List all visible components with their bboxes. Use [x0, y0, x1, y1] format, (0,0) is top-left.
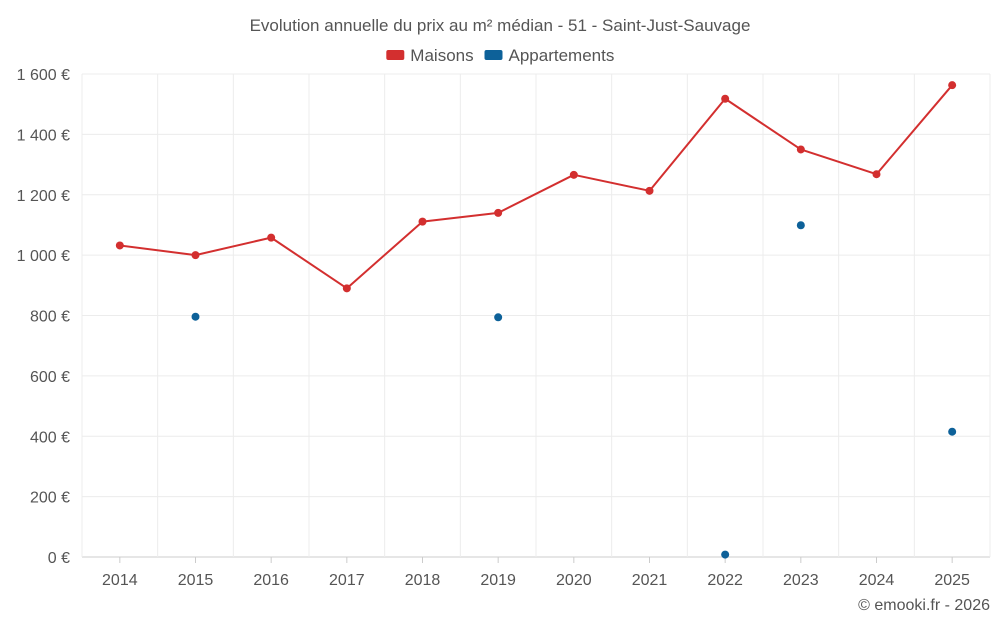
legend-label: Maisons — [410, 46, 473, 65]
legend-swatch — [484, 50, 503, 60]
legend-item-appartements[interactable]: Appartements — [484, 46, 615, 65]
data-point-maisons[interactable] — [115, 241, 124, 250]
data-point-maisons[interactable] — [872, 170, 881, 179]
y-tick-label: 1 000 € — [17, 248, 70, 265]
x-tick-label: 2018 — [405, 572, 441, 589]
y-axis: 0 € 200 € 400 € 600 € 800 € 1 000 € 1 200 € 1 4… — [17, 67, 70, 567]
data-point-maisons[interactable] — [569, 170, 578, 179]
x-tick-label: 2025 — [934, 572, 970, 589]
legend-swatch — [386, 50, 405, 60]
x-tick-label: 2017 — [329, 572, 365, 589]
credit-text: © emooki.fr - 2026 — [858, 597, 990, 614]
data-point-maisons[interactable] — [191, 251, 200, 260]
data-point-maisons[interactable] — [494, 208, 503, 217]
data-point-appartements[interactable] — [721, 550, 730, 559]
data-point-appartements[interactable] — [191, 312, 200, 321]
y-tick-label: 400 € — [30, 429, 70, 446]
legend: Maisons Appartements — [386, 46, 614, 65]
legend-label: Appartements — [509, 46, 615, 65]
series-line-maisons — [119, 84, 953, 290]
data-point-maisons[interactable] — [267, 233, 276, 242]
data-point-maisons[interactable] — [948, 81, 957, 90]
y-tick-label: 0 € — [48, 550, 70, 567]
x-tick-label: 2024 — [859, 572, 895, 589]
legend-item-maisons[interactable]: Maisons — [386, 46, 474, 65]
data-point-maisons[interactable] — [796, 145, 805, 154]
x-tick-label: 2020 — [556, 572, 592, 589]
y-tick-label: 600 € — [30, 369, 70, 386]
grid — [81, 73, 991, 558]
x-axis: 2014 2015 2016 2017 2018 2019 2020 2021 2022 2023… — [102, 557, 970, 589]
chart-title: Evolution annuelle du prix au m² médian … — [250, 16, 751, 35]
series-layer — [115, 81, 957, 559]
x-tick-label: 2014 — [102, 572, 138, 589]
data-point-appartements[interactable] — [494, 313, 503, 322]
y-tick-label: 1 600 € — [17, 67, 70, 84]
x-tick-label: 2023 — [783, 572, 819, 589]
data-point-appartements[interactable] — [948, 427, 957, 436]
y-tick-label: 1 400 € — [17, 127, 70, 144]
data-point-maisons[interactable] — [418, 217, 427, 226]
data-point-maisons[interactable] — [342, 284, 351, 293]
x-tick-label: 2021 — [632, 572, 668, 589]
data-point-appartements[interactable] — [796, 221, 805, 230]
data-point-maisons[interactable] — [645, 186, 654, 195]
y-tick-label: 200 € — [30, 490, 70, 507]
x-tick-label: 2016 — [253, 572, 289, 589]
x-tick-label: 2015 — [178, 572, 214, 589]
y-tick-label: 800 € — [30, 309, 70, 326]
x-tick-label: 2019 — [480, 572, 516, 589]
data-point-maisons[interactable] — [721, 94, 730, 103]
x-tick-label: 2022 — [707, 572, 743, 589]
y-tick-label: 1 200 € — [17, 188, 70, 205]
